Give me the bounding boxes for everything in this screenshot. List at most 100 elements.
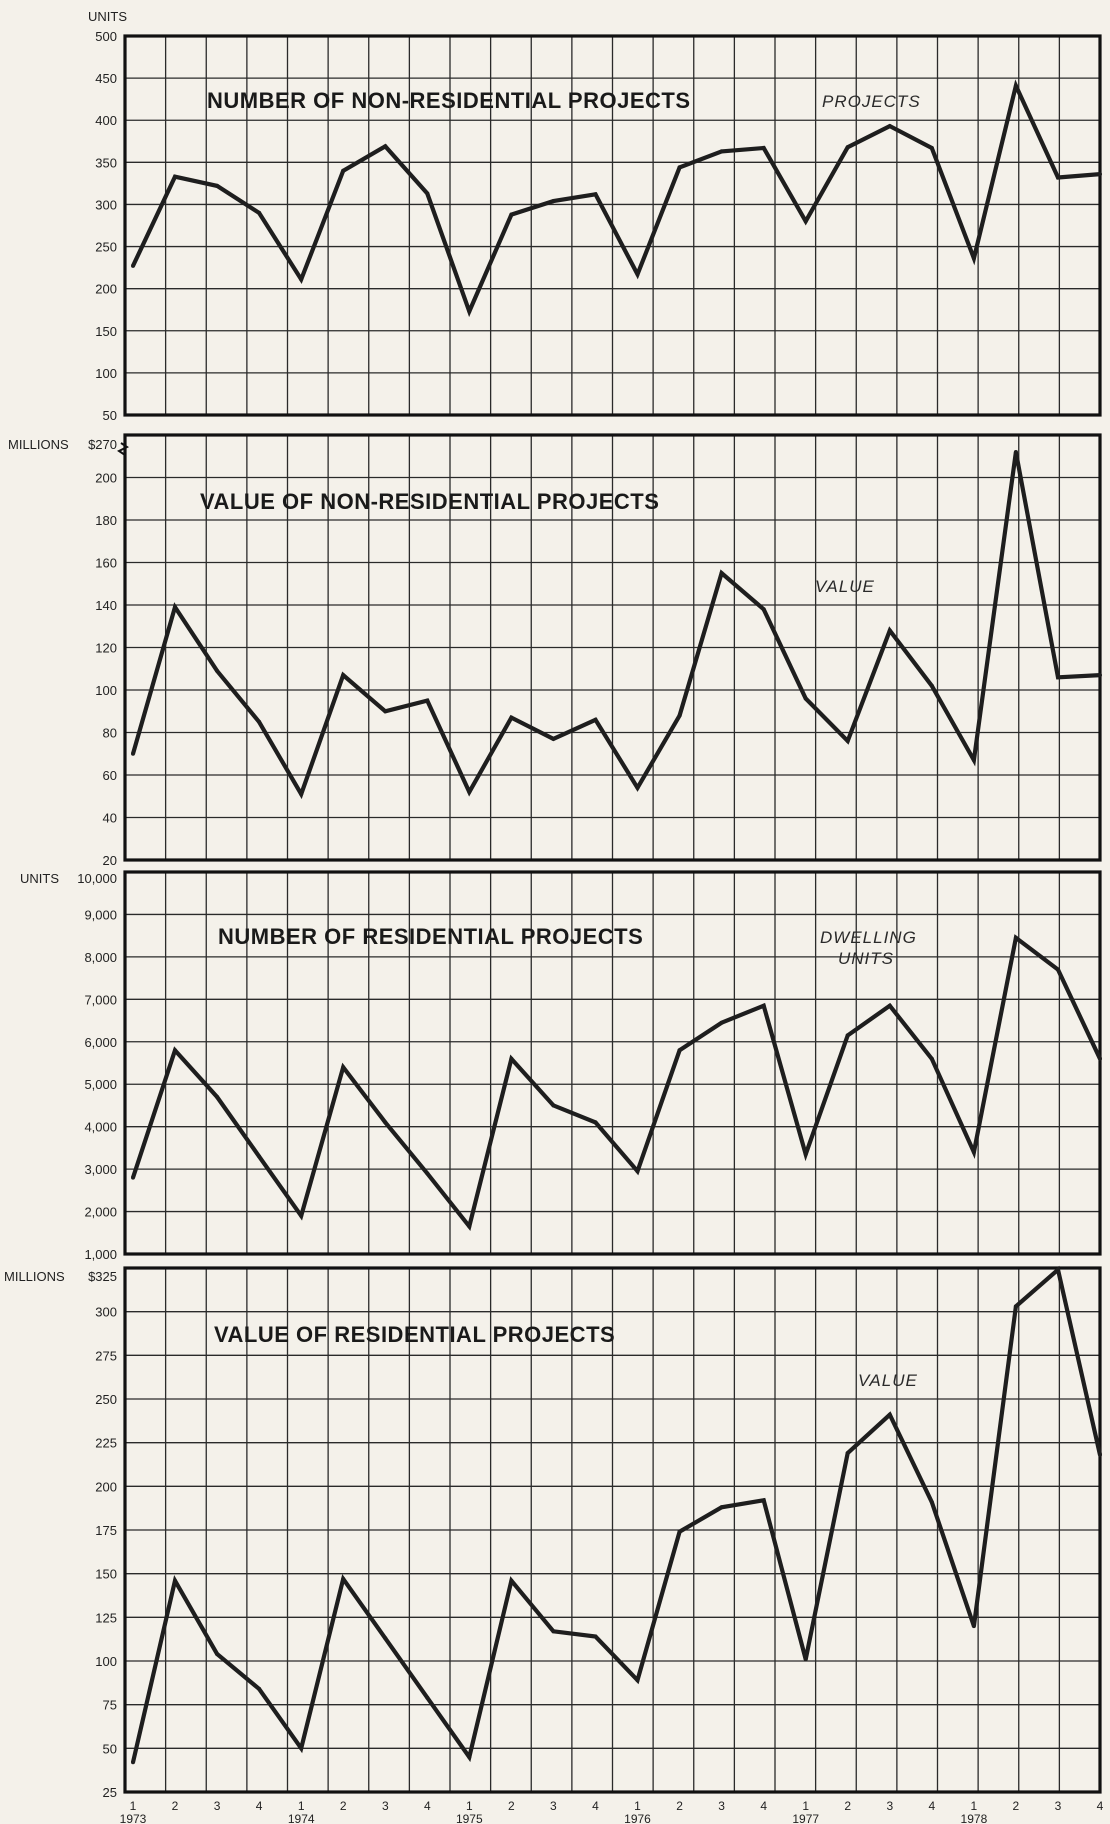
series-annotation: VALUE — [815, 577, 875, 596]
data-point — [341, 168, 346, 173]
x-tick-label: 4 — [424, 1799, 431, 1813]
series-annotation: UNITS — [838, 949, 894, 968]
data-point — [635, 272, 640, 277]
data-point — [215, 1652, 220, 1656]
x-tick-label: 4 — [928, 1799, 935, 1813]
y-tick-label: 250 — [95, 240, 117, 255]
y-tick-label: 5,000 — [84, 1077, 117, 1092]
x-tick-label: 3 — [886, 1799, 893, 1813]
data-point — [593, 192, 598, 197]
data-point — [971, 256, 976, 261]
y-tick-label: 150 — [95, 1567, 117, 1582]
y-tick-label: 25 — [103, 1785, 117, 1800]
data-point — [929, 146, 934, 150]
axis-break-icon — [117, 442, 129, 456]
data-point — [761, 1003, 766, 1008]
series-annotation: DWELLING — [820, 928, 917, 947]
data-point — [803, 219, 808, 224]
plot-frame — [123, 433, 1102, 862]
data-point — [719, 149, 724, 154]
data-point — [383, 709, 388, 714]
y-tick-label: 120 — [95, 641, 117, 656]
data-point — [467, 309, 472, 314]
y-axis-unit-label: MILLIONS — [4, 1269, 65, 1284]
y-tick-label: 150 — [95, 324, 117, 339]
x-tick-label: 2 — [172, 1799, 179, 1813]
data-point — [257, 210, 262, 215]
y-tick-label: $325 — [88, 1269, 117, 1284]
data-point — [467, 790, 472, 794]
data-point — [257, 1686, 262, 1691]
data-point — [887, 124, 892, 129]
y-tick-label: 300 — [95, 197, 117, 212]
y-tick-label: 20 — [103, 853, 117, 868]
data-point — [845, 1451, 850, 1456]
x-tick-label: 3 — [1055, 1799, 1062, 1813]
y-tick-label: 225 — [95, 1436, 117, 1451]
data-point — [131, 1175, 135, 1180]
x-year-label: 1974 — [288, 1812, 315, 1824]
data-point — [551, 1103, 556, 1108]
y-tick-label: 300 — [95, 1305, 117, 1320]
data-point — [509, 1578, 514, 1583]
data-point — [551, 1629, 556, 1634]
data-point — [1056, 675, 1060, 680]
x-tick-label: 3 — [550, 1799, 557, 1813]
x-tick-label: 2 — [508, 1799, 515, 1813]
x-tick-label: 4 — [1097, 1799, 1104, 1813]
data-point — [215, 183, 220, 188]
y-tick-label: 60 — [103, 768, 117, 783]
y-tick-label: 450 — [95, 71, 117, 86]
y-tick-label: 9,000 — [84, 907, 117, 922]
data-point — [341, 1576, 346, 1581]
data-point — [551, 736, 556, 741]
data-point — [215, 668, 220, 673]
data-point — [593, 1634, 598, 1639]
y-tick-label: 400 — [95, 113, 117, 128]
data-point — [593, 1120, 598, 1125]
y-tick-label: 200 — [95, 1479, 117, 1494]
series-annotation: PROJECTS — [822, 92, 921, 111]
x-tick-label: 1 — [634, 1799, 641, 1813]
data-point — [677, 165, 682, 170]
data-point — [1013, 935, 1018, 940]
x-tick-label: 1 — [971, 1799, 978, 1813]
data-point — [509, 715, 514, 720]
plot-frame — [123, 1266, 1102, 1794]
data-point — [1098, 1452, 1102, 1457]
y-tick-label: 180 — [95, 513, 117, 528]
data-point — [677, 1048, 682, 1053]
data-point — [677, 1529, 682, 1534]
y-tick-label: 10,000 — [77, 871, 117, 886]
data-point — [635, 1678, 640, 1683]
data-point — [761, 607, 766, 612]
data-point — [1056, 1267, 1060, 1272]
data-point — [635, 785, 640, 790]
data-point — [299, 277, 304, 282]
y-tick-label: 100 — [95, 366, 117, 381]
data-point — [1013, 450, 1018, 454]
y-tick-label: 3,000 — [84, 1162, 117, 1177]
data-point — [299, 1746, 304, 1751]
y-tick-label: 100 — [95, 683, 117, 698]
data-point — [1098, 1056, 1102, 1061]
x-tick-label: 4 — [256, 1799, 263, 1813]
data-point — [425, 1171, 430, 1176]
data-point — [467, 1755, 472, 1760]
data-point — [1013, 83, 1018, 88]
y-tick-label: $270 — [88, 437, 117, 452]
y-tick-label: 50 — [103, 1741, 117, 1756]
data-point — [971, 1624, 976, 1629]
data-point — [887, 1412, 892, 1417]
y-tick-label: 80 — [103, 726, 117, 741]
x-tick-label: 3 — [382, 1799, 389, 1813]
x-tick-label: 2 — [844, 1799, 851, 1813]
data-point — [845, 739, 850, 743]
panel-4: $325 300 275 250 225 200 175 150 125 100 75 50 25 MIL… — [4, 1265, 1103, 1800]
chart-title: VALUE OF RESIDENTIAL PROJECTS — [214, 1322, 615, 1347]
data-point — [887, 628, 892, 633]
data-point — [341, 673, 346, 678]
data-point — [719, 1505, 724, 1510]
x-tick-label: 1 — [130, 1799, 137, 1813]
panel-3: 10,000 9,000 8,000 7,000 6,000 5,000 4,000 3,00… — [20, 870, 1102, 1262]
